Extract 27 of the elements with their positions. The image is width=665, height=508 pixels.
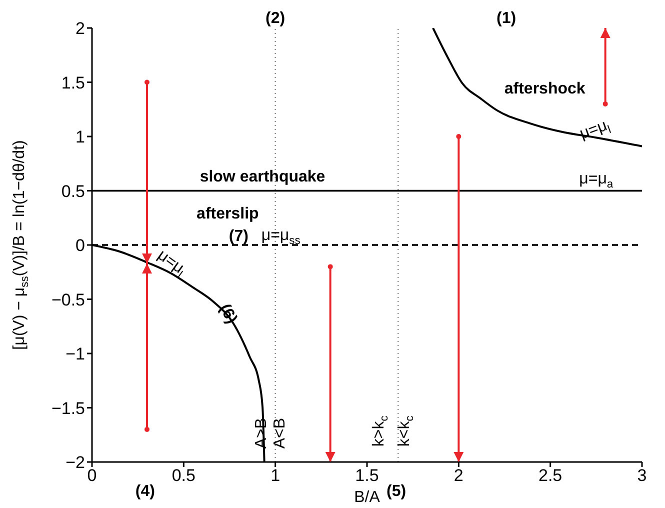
annotation: aftershock bbox=[504, 80, 586, 98]
annotation: A<B bbox=[272, 418, 288, 449]
text: (2) bbox=[266, 10, 286, 27]
y-tick-label: 0.5 bbox=[61, 182, 85, 201]
y-tick-label: 0 bbox=[76, 236, 85, 256]
annotation: slow earthquake bbox=[200, 168, 326, 186]
x-tick-label: 0.5 bbox=[172, 466, 196, 486]
x-tick-label: 1 bbox=[270, 466, 280, 486]
y-tick-label: −1.5 bbox=[51, 398, 85, 418]
x-axis-title: B/A bbox=[354, 489, 380, 506]
annotation: afterslip bbox=[196, 205, 260, 222]
y-tick-label: −0.5 bbox=[51, 290, 85, 310]
y-tick-label: 2 bbox=[76, 19, 85, 38]
annotation: μ=μ$_{a}$ bbox=[579, 170, 614, 191]
y-tick-label: −2 bbox=[66, 453, 85, 472]
y-tick-label: 1.5 bbox=[61, 73, 85, 92]
x-tick-label: 2 bbox=[454, 466, 464, 486]
x-tick-label: 3 bbox=[637, 466, 647, 486]
annotation: (7) bbox=[228, 228, 248, 246]
annotation: μ=μ$_{ss}$ bbox=[261, 227, 301, 247]
text: (1) bbox=[496, 10, 516, 27]
x-tick-label: 1.5 bbox=[355, 466, 379, 486]
text: (4) bbox=[135, 483, 155, 500]
text: (5) bbox=[386, 483, 406, 500]
y-tick-label: −1 bbox=[66, 344, 85, 364]
y-tick-label: 1 bbox=[76, 128, 85, 147]
x-tick-label: 2.5 bbox=[538, 466, 562, 486]
